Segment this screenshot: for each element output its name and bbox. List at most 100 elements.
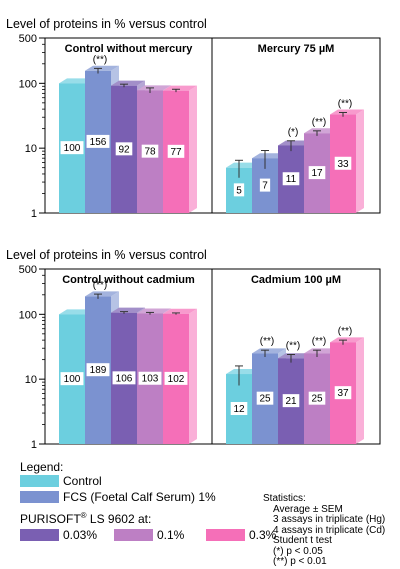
statistics-line: Student t test: [273, 535, 332, 546]
value-label-bg: [230, 402, 248, 416]
panel-label: Mercury 75 µM: [258, 43, 335, 55]
value-label-bg: [60, 141, 84, 155]
value-label-bg: [164, 371, 188, 385]
legend-label-01: 0.1%: [157, 528, 185, 542]
chart-mercury: 1 10 100 500 Control without mercury 100 156 (*…: [19, 33, 381, 220]
bar-top: [59, 309, 93, 315]
y-tick-label: 10: [25, 374, 37, 386]
value-label: 12: [233, 404, 245, 415]
legend-swatch-03: [206, 529, 245, 541]
value-label-bg: [115, 142, 133, 156]
y-tick-label: 1: [31, 439, 37, 451]
significance-marker: (*): [288, 127, 299, 138]
value-label-bg: [60, 372, 84, 386]
bar-top: [226, 369, 260, 375]
bar-top: [59, 78, 93, 84]
y-tick-label: 500: [19, 33, 37, 45]
bar-side: [356, 109, 364, 213]
legend-purisoft-heading: PURISOFT® LS 9602 at:: [20, 511, 152, 526]
y-tick-label: 10: [25, 143, 37, 155]
value-label: 25: [259, 394, 271, 405]
value-label-bg: [259, 178, 271, 192]
value-label-bg: [308, 391, 326, 405]
value-label-bg: [308, 166, 326, 180]
legend-swatch-003: [20, 529, 59, 541]
value-label: 7: [262, 181, 268, 192]
significance-marker: (**): [286, 341, 300, 352]
bar-top: [226, 162, 260, 168]
y-tick-label: 500: [19, 264, 37, 276]
panel-label: Cadmium 100 µM: [251, 274, 341, 286]
significance-marker: (**): [338, 98, 352, 109]
value-label: 21: [285, 396, 297, 407]
value-label: 77: [170, 147, 182, 158]
significance-marker: (**): [93, 54, 107, 65]
value-label: 17: [311, 168, 323, 179]
bar-top: [111, 307, 145, 313]
bar-top: [163, 85, 197, 91]
bar-side: [189, 308, 197, 444]
bar-side: [356, 337, 364, 444]
value-label: 106: [116, 373, 133, 384]
value-label: 37: [337, 388, 349, 399]
legend-label-003: 0.03%: [63, 528, 98, 542]
legend-heading: Legend:: [20, 460, 64, 474]
value-label-bg: [334, 386, 352, 400]
value-label: 33: [337, 159, 349, 170]
value-label: 189: [90, 365, 107, 376]
value-label-bg: [138, 371, 162, 385]
value-label: 25: [311, 394, 323, 405]
chart2-title: Level of proteins in % versus control: [6, 248, 207, 262]
statistics-line: (*) p < 0.05: [273, 545, 323, 557]
value-label-bg: [256, 391, 274, 405]
value-label: 100: [64, 374, 81, 385]
statistics-line: 3 assays in triplicate (Hg): [273, 514, 386, 525]
value-label-bg: [334, 156, 352, 170]
legend-label-03: 0.3%: [249, 528, 277, 542]
value-label: 78: [144, 147, 156, 158]
value-label-bg: [86, 134, 110, 148]
value-label-bg: [86, 363, 110, 377]
legend-swatch-fcs: [20, 491, 59, 503]
legend-label-control: Control: [63, 474, 102, 488]
significance-marker: (**): [312, 336, 326, 347]
statistics-title: Statistics:: [263, 493, 306, 504]
bar-top: [252, 348, 286, 354]
statistics-line: (**) p < 0.01: [273, 556, 327, 567]
significance-marker: (**): [312, 117, 326, 128]
value-label: 102: [168, 374, 185, 385]
y-tick-label: 1: [31, 208, 37, 220]
bar-top: [252, 153, 286, 159]
value-label-bg: [282, 172, 300, 186]
value-label: 5: [236, 185, 242, 196]
chart-cadmium: 1 10 100 500 Control without cadmium 100 189 (*…: [19, 264, 381, 451]
value-label: 92: [118, 144, 130, 155]
statistics-line: Average ± SEM: [273, 503, 343, 515]
y-tick-label: 100: [19, 78, 37, 90]
bar-top: [278, 140, 312, 146]
value-label: 156: [90, 137, 107, 148]
legend-swatch-control: [20, 475, 59, 487]
value-label-bg: [112, 371, 136, 385]
significance-marker: (**): [260, 336, 274, 347]
bar-top: [304, 348, 338, 354]
statistics-box: Statistics: Average ± SEM 3 assays in tr…: [263, 493, 386, 568]
bar-top: [137, 308, 171, 314]
panel-label: Control without cadmium: [62, 274, 195, 286]
y-tick-label: 100: [19, 309, 37, 321]
significance-marker: (**): [338, 326, 352, 337]
significance-marker: (**): [93, 280, 107, 291]
bar-side: [189, 85, 197, 213]
bar-top: [111, 80, 145, 86]
chart1-title: Level of proteins in % versus control: [6, 17, 207, 31]
value-label-bg: [167, 144, 185, 158]
value-label: 100: [64, 143, 81, 154]
value-label: 103: [142, 374, 159, 385]
statistics-line: 4 assays in triplicate (Cd): [273, 524, 386, 536]
panel-label: Control without mercury: [65, 43, 194, 55]
value-label-bg: [282, 394, 300, 408]
value-label-bg: [233, 183, 245, 197]
bar-top: [278, 353, 312, 359]
bar-top: [163, 308, 197, 314]
legend-label-fcs: FCS (Foetal Calf Serum) 1%: [63, 490, 216, 504]
